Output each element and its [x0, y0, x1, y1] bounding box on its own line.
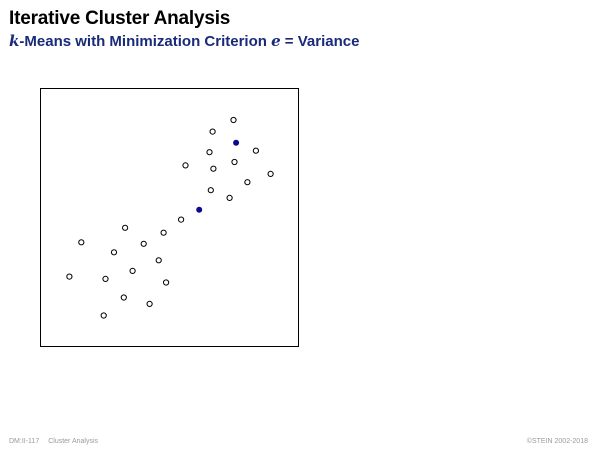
data-point [182, 162, 189, 169]
data-point [102, 275, 109, 282]
data-point [160, 229, 167, 236]
data-point [120, 294, 127, 301]
data-point [210, 165, 217, 172]
data-point [226, 194, 233, 202]
k-symbol: k [9, 32, 20, 50]
data-point [209, 128, 216, 135]
centroid-point [196, 206, 203, 213]
data-point [155, 257, 162, 264]
data-points [66, 116, 274, 319]
e-symbol: e [271, 32, 281, 50]
data-point [207, 187, 214, 194]
data-point [110, 249, 118, 256]
footer-left: DM:II-117 Cluster Analysis [9, 438, 98, 445]
slide-subtitle: k-Means with Minimization Criterion e = … [9, 32, 359, 50]
data-point [146, 300, 153, 307]
data-point [267, 170, 274, 178]
data-point [244, 179, 251, 186]
data-point [206, 149, 213, 156]
subtitle-text-before: -Means with Minimization Criterion [19, 33, 272, 50]
data-point [178, 216, 185, 223]
data-point [78, 239, 85, 246]
centroids [196, 139, 240, 213]
copyright: ©STEIN 2002-2018 [526, 438, 588, 445]
data-point [129, 267, 136, 274]
data-point [122, 224, 129, 231]
data-point [163, 279, 170, 286]
data-point [66, 273, 73, 280]
data-point [230, 116, 237, 124]
data-point [252, 147, 259, 154]
centroid-point [233, 139, 240, 146]
slide-title: Iterative Cluster Analysis [9, 8, 231, 29]
section-name: Cluster Analysis [48, 438, 99, 445]
subtitle-text-after: = Variance [280, 33, 360, 50]
plot-frame [40, 88, 299, 347]
data-point [100, 312, 107, 319]
scatter-plot [40, 88, 299, 347]
data-point [231, 158, 238, 166]
data-point [140, 240, 147, 247]
slide-number: DM:II-117 [9, 438, 40, 445]
